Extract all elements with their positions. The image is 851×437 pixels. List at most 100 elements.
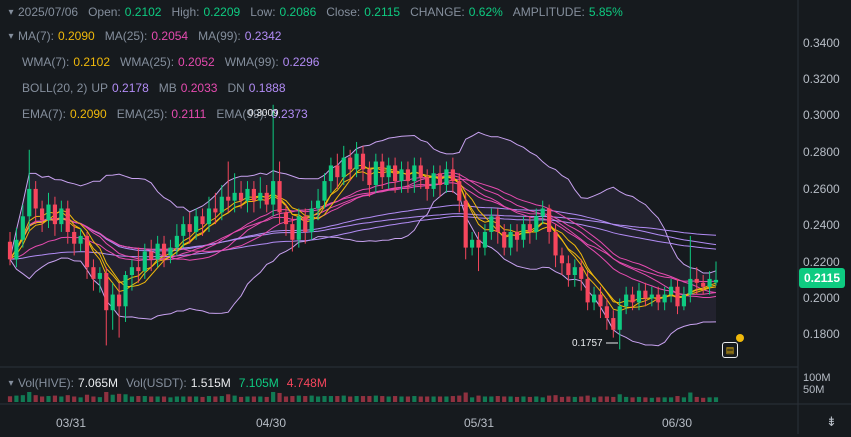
candle-body — [405, 169, 411, 182]
boll-legend[interactable]: BOLL(20, 2) UP 0.2178 MB 0.2033 DN 0.1888 — [0, 79, 802, 97]
candle — [27, 149, 32, 232]
candle-body — [547, 208, 552, 232]
wma99-line — [9, 204, 717, 260]
candle-body — [617, 306, 622, 330]
volume-bar — [213, 396, 218, 402]
ema7-label: EMA(7): — [22, 107, 67, 121]
ma99-label: MA(99): — [198, 29, 241, 43]
volume-bar — [155, 396, 160, 402]
volume-bar — [59, 396, 64, 402]
chevron-down-icon[interactable]: ▾ — [8, 6, 14, 18]
volume-bar — [136, 396, 141, 402]
volume-bar — [52, 395, 58, 402]
candle-body — [489, 216, 494, 232]
high-value: 0.2209 — [203, 5, 241, 19]
candle-body — [264, 192, 269, 205]
y-tick-label: 0.2400 — [803, 218, 840, 232]
candle-body — [527, 224, 532, 232]
volume-bar — [238, 396, 244, 402]
ema99-value: 0.2373 — [271, 107, 308, 121]
candle — [251, 181, 256, 213]
volume-bar — [14, 395, 19, 402]
volume-bar — [296, 395, 301, 402]
ma-legend[interactable]: ▾ MA(7): 0.2090 MA(25): 0.2054 MA(99): 0.23… — [0, 27, 780, 45]
candle — [502, 224, 507, 256]
candle-body — [251, 188, 256, 201]
candle — [470, 231, 475, 256]
candle — [630, 286, 635, 311]
candle — [264, 185, 269, 213]
candle-body — [14, 239, 19, 260]
volume-bar — [585, 395, 590, 402]
y-tick-label: 0.2000 — [803, 291, 840, 305]
wma7-label: WMA(7): — [22, 55, 70, 69]
ema-legend[interactable]: EMA(7): 0.2090 EMA(25): 0.2111 EMA(99): 0.2… — [0, 105, 802, 123]
volume-bar — [688, 392, 693, 402]
x-tick-label: 03/31 — [56, 416, 87, 430]
volume-bar — [482, 396, 488, 402]
volume-bar — [328, 396, 333, 402]
candle — [604, 298, 609, 330]
candle — [380, 153, 385, 189]
candle-body — [309, 208, 314, 232]
notification-dot[interactable] — [736, 334, 744, 342]
x-tick-label: 04/30 — [256, 416, 287, 430]
candle — [656, 286, 661, 311]
candle — [33, 181, 38, 225]
candle-body — [585, 278, 590, 303]
volume-bar — [200, 396, 205, 402]
candle-body — [78, 235, 83, 244]
boll-up-value: 0.2178 — [112, 81, 149, 95]
candle — [348, 149, 353, 182]
candle — [534, 208, 539, 240]
volume-bar — [701, 397, 706, 402]
volume-legend[interactable]: ▾ Vol(HIVE): 7.065M Vol(USDT): 1.515M 7.10… — [0, 375, 335, 391]
candle-body — [20, 216, 25, 240]
document-icon[interactable]: ▤ — [722, 342, 738, 358]
volume-bar — [604, 396, 609, 402]
candle-body — [129, 267, 135, 275]
open-value: 0.2102 — [124, 5, 162, 19]
candle-body — [688, 278, 693, 295]
wma-legend[interactable]: WMA(7): 0.2102 WMA(25): 0.2052 WMA(99): 0.2… — [0, 53, 802, 71]
volume-bar — [33, 395, 38, 402]
chevron-down-icon[interactable]: ▾ — [8, 30, 14, 42]
boll-fill — [10, 132, 716, 346]
candle-body — [431, 173, 436, 189]
candle-body — [52, 204, 58, 225]
candle-body — [579, 267, 584, 279]
candle — [450, 157, 455, 193]
boll-mb-label: MB — [158, 81, 177, 95]
y-tick-label: 0.2200 — [803, 255, 840, 269]
change-label: CHANGE: — [410, 5, 465, 19]
candle — [309, 200, 314, 240]
high-label: High: — [171, 5, 200, 19]
volume-bar — [386, 396, 391, 402]
candle — [482, 224, 488, 256]
candle-body — [104, 273, 109, 311]
chevron-down-icon[interactable]: ▾ — [8, 377, 14, 389]
boll-dn-label: DN — [227, 81, 245, 95]
vol-hive-value: 7.065M — [78, 376, 119, 390]
vol-hive-label: Vol(HIVE): — [18, 376, 75, 390]
volume-bar — [380, 396, 385, 402]
y-tick-label: 0.3200 — [803, 72, 840, 86]
candle-body — [296, 216, 301, 240]
volume-bar — [264, 396, 269, 402]
candle-body — [258, 192, 263, 201]
candle — [476, 231, 481, 272]
candle-body — [181, 224, 186, 236]
y-tick-label: 0.2600 — [803, 182, 840, 196]
candle — [444, 161, 449, 193]
ma7-value: 0.2090 — [58, 29, 95, 43]
ema25-line — [9, 182, 717, 283]
candle — [521, 216, 526, 248]
settings-icon[interactable]: ⇟ — [826, 414, 837, 429]
candle-body — [117, 294, 122, 307]
candle-body — [200, 216, 205, 225]
candle — [463, 192, 468, 260]
candle-body — [367, 169, 372, 185]
candle — [662, 286, 667, 311]
